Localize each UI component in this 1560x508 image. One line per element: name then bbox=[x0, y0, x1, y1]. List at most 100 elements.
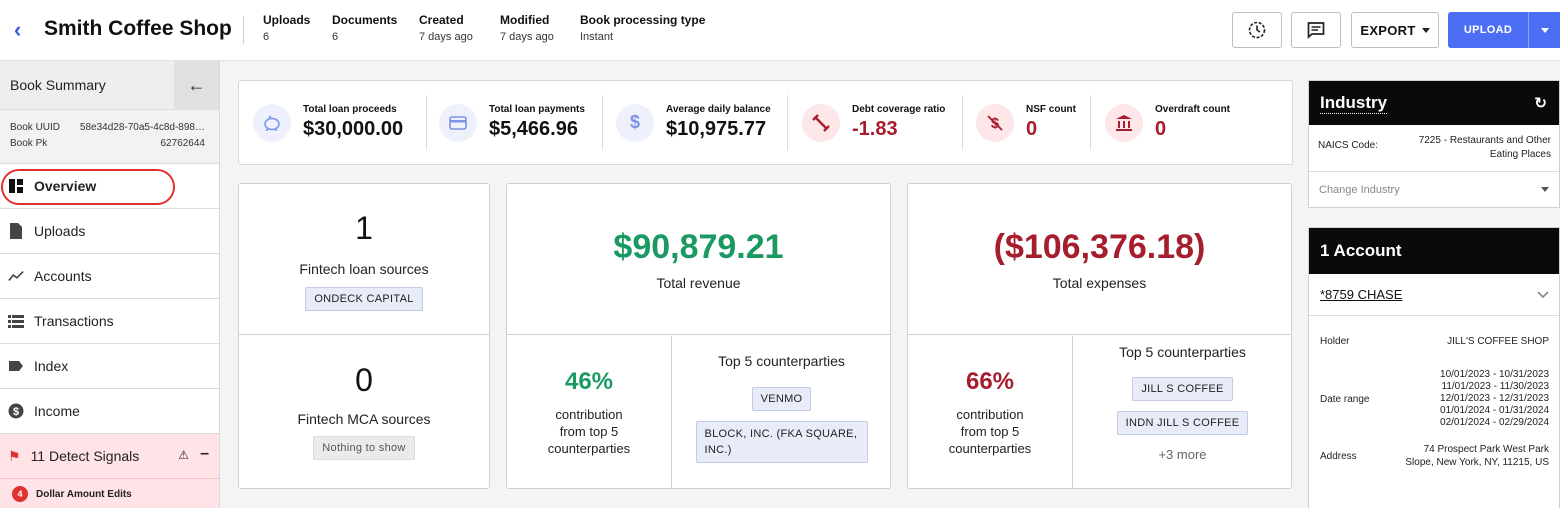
address-label: Address bbox=[1320, 450, 1357, 462]
meta-label: Book processing type bbox=[580, 13, 706, 27]
signal-item-dollar-amount-edits[interactable]: 4 Dollar Amount Edits bbox=[0, 479, 219, 508]
comments-button[interactable] bbox=[1291, 12, 1341, 48]
holder-label: Holder bbox=[1320, 336, 1350, 347]
meta-label: Modified bbox=[500, 13, 550, 27]
meta-value: Instant bbox=[580, 31, 614, 43]
date-range-item: 10/01/2023 - 10/31/2023 bbox=[1440, 369, 1549, 380]
expenses-card: ($106,376.18) Total expenses 66% contrib… bbox=[907, 183, 1292, 489]
account-row-8759-chase[interactable]: *8759 CHASE bbox=[1309, 274, 1559, 316]
signal-item-label: Dollar Amount Edits bbox=[36, 488, 132, 500]
export-label: EXPORT bbox=[1360, 22, 1416, 38]
counterparty-chip-block[interactable]: BLOCK, INC. (FKA SQUARE, INC.) bbox=[695, 421, 868, 463]
chevron-down-icon bbox=[1421, 27, 1430, 33]
fintech-mca-label: Fintech MCA sources bbox=[297, 411, 431, 427]
stat-debt-coverage-ratio: Debt coverage ratio -1.83 bbox=[802, 81, 945, 164]
export-button[interactable]: EXPORT bbox=[1351, 12, 1439, 48]
total-revenue-value: $90,879.21 bbox=[613, 228, 784, 266]
counterparty-chip-jill-s-coffee[interactable]: JILL S COFFEE bbox=[1132, 377, 1233, 401]
revenue-total-section: $90,879.21 Total revenue bbox=[507, 184, 890, 335]
stat-label: Debt coverage ratio bbox=[852, 104, 946, 115]
signal-count-badge: 4 bbox=[12, 486, 28, 502]
stat-divider bbox=[962, 95, 963, 150]
fintech-mca-count: 0 bbox=[355, 362, 373, 398]
upload-options-button[interactable] bbox=[1528, 12, 1560, 48]
stat-overdraft-count: Overdraft count 0 bbox=[1105, 81, 1230, 164]
chevron-down-icon bbox=[1541, 187, 1549, 192]
revenue-counterparties-title: Top 5 counterparties bbox=[718, 353, 845, 369]
change-industry-placeholder: Change Industry bbox=[1319, 183, 1400, 196]
dollar-circle-icon: $ bbox=[8, 403, 24, 419]
naics-label: NAICS Code: bbox=[1318, 140, 1379, 151]
contribution-line: contribution bbox=[555, 407, 623, 422]
arrow-left-icon: ← bbox=[187, 75, 206, 95]
svg-text:$: $ bbox=[13, 406, 19, 418]
revenue-contribution-section: 46% contribution from top 5 counterparti… bbox=[507, 336, 672, 488]
revenue-card: $90,879.21 Total revenue 46% contributio… bbox=[506, 183, 891, 489]
fintech-loan-chip[interactable]: ONDECK CAPITAL bbox=[305, 287, 423, 311]
page-title: Smith Coffee Shop bbox=[44, 17, 232, 40]
meta-created: Created 7 days ago bbox=[419, 13, 473, 43]
more-counterparties-link[interactable]: +3 more bbox=[1158, 447, 1207, 462]
stat-total-loan-payments: Total loan payments $5,466.96 bbox=[439, 81, 585, 164]
fintech-loan-section: 1 Fintech loan sources ONDECK CAPITAL bbox=[239, 184, 489, 335]
back-chevron-icon[interactable]: ‹ bbox=[14, 17, 22, 42]
account-name: *8759 CHASE bbox=[1320, 287, 1403, 302]
top-header: ‹ Smith Coffee Shop Uploads 6 Documents … bbox=[0, 0, 1560, 61]
counterparty-chip-venmo[interactable]: VENMO bbox=[751, 387, 812, 411]
sidebar-item-label: Transactions bbox=[34, 313, 114, 329]
book-uuid-label: Book UUID bbox=[10, 122, 61, 133]
bank-icon bbox=[1105, 103, 1143, 142]
holder-value: JILL'S COFFEE SHOP bbox=[1447, 336, 1549, 347]
change-industry-select[interactable]: Change Industry bbox=[1309, 171, 1559, 207]
address-row: Address 74 Prospect Park West Park Slope… bbox=[1309, 443, 1559, 469]
chevron-down-icon bbox=[1540, 27, 1549, 33]
sidebar-item-detect-signals[interactable]: ⚑ 11 Detect Signals ⚠ – bbox=[0, 434, 219, 479]
sidebar-item-income[interactable]: $ Income bbox=[0, 389, 219, 434]
fitness-dumbbell-icon bbox=[802, 103, 840, 142]
collapse-sidebar-button[interactable]: ← bbox=[174, 61, 219, 110]
industry-title: Industry bbox=[1320, 92, 1388, 114]
warning-icon: ⚠ bbox=[178, 448, 189, 462]
upload-button[interactable]: UPLOAD bbox=[1463, 24, 1513, 36]
meta-uploads: Uploads 6 bbox=[263, 13, 310, 43]
sidebar-item-index[interactable]: Index bbox=[0, 344, 219, 389]
expenses-contribution-pct: 66% bbox=[965, 368, 1015, 395]
piggy-bank-icon bbox=[253, 103, 291, 142]
sidebar-item-transactions[interactable]: Transactions bbox=[0, 299, 219, 344]
stat-label: Total loan proceeds bbox=[303, 104, 397, 115]
refresh-icon[interactable]: ↻ bbox=[1534, 95, 1547, 112]
stat-label: Average daily balance bbox=[666, 104, 771, 115]
sidebar-item-uploads[interactable]: Uploads bbox=[0, 209, 219, 254]
no-money-icon: $ bbox=[976, 103, 1014, 142]
stat-label: Total loan payments bbox=[489, 104, 585, 115]
revenue-counterparties-section: Top 5 counterparties VENMO BLOCK, INC. (… bbox=[673, 336, 890, 488]
collapse-minus-icon[interactable]: – bbox=[200, 445, 209, 462]
address-line: Slope, New York, NY, 11215, US bbox=[1405, 457, 1549, 468]
file-icon bbox=[8, 223, 24, 239]
meta-label: Created bbox=[419, 13, 464, 27]
fintech-mca-chip: Nothing to show bbox=[313, 436, 415, 460]
sidebar-item-accounts[interactable]: Accounts bbox=[0, 254, 219, 299]
dashboard-icon bbox=[8, 178, 24, 194]
fintech-mca-section: 0 Fintech MCA sources Nothing to show bbox=[239, 336, 489, 488]
fintech-loan-count: 1 bbox=[355, 210, 373, 246]
counterparty-chip-indn-jill-s-coffee[interactable]: INDN JILL S COFFEE bbox=[1116, 411, 1249, 435]
sidebar-item-overview[interactable]: Overview bbox=[0, 164, 219, 209]
total-revenue-label: Total revenue bbox=[656, 275, 741, 291]
date-range-row: Date range 10/01/2023 - 10/31/2023 11/01… bbox=[1309, 369, 1559, 429]
stat-divider bbox=[602, 95, 603, 150]
history-button[interactable] bbox=[1232, 12, 1282, 48]
industry-header: Industry ↻ bbox=[1309, 81, 1559, 125]
industry-panel: Industry ↻ NAICS Code: 7225 - Restaurant… bbox=[1308, 80, 1560, 208]
date-range-item: 02/01/2024 - 02/29/2024 bbox=[1440, 417, 1549, 428]
book-summary-header: Book Summary ← bbox=[0, 61, 219, 110]
naics-value: 7225 - Restaurants and Other Eating Plac… bbox=[1418, 135, 1551, 160]
contribution-line: contribution bbox=[956, 407, 1024, 422]
list-icon bbox=[8, 313, 24, 329]
tag-icon bbox=[8, 358, 24, 374]
sidebar: Book Summary ← Book UUID 58e34d28-70a5-4… bbox=[0, 61, 220, 508]
sidebar-item-label: Accounts bbox=[34, 268, 92, 284]
stat-total-loan-proceeds: Total loan proceeds $30,000.00 bbox=[253, 81, 403, 164]
stat-label: NSF count bbox=[1026, 104, 1076, 115]
date-range-item: 12/01/2023 - 12/31/2023 bbox=[1440, 393, 1549, 404]
